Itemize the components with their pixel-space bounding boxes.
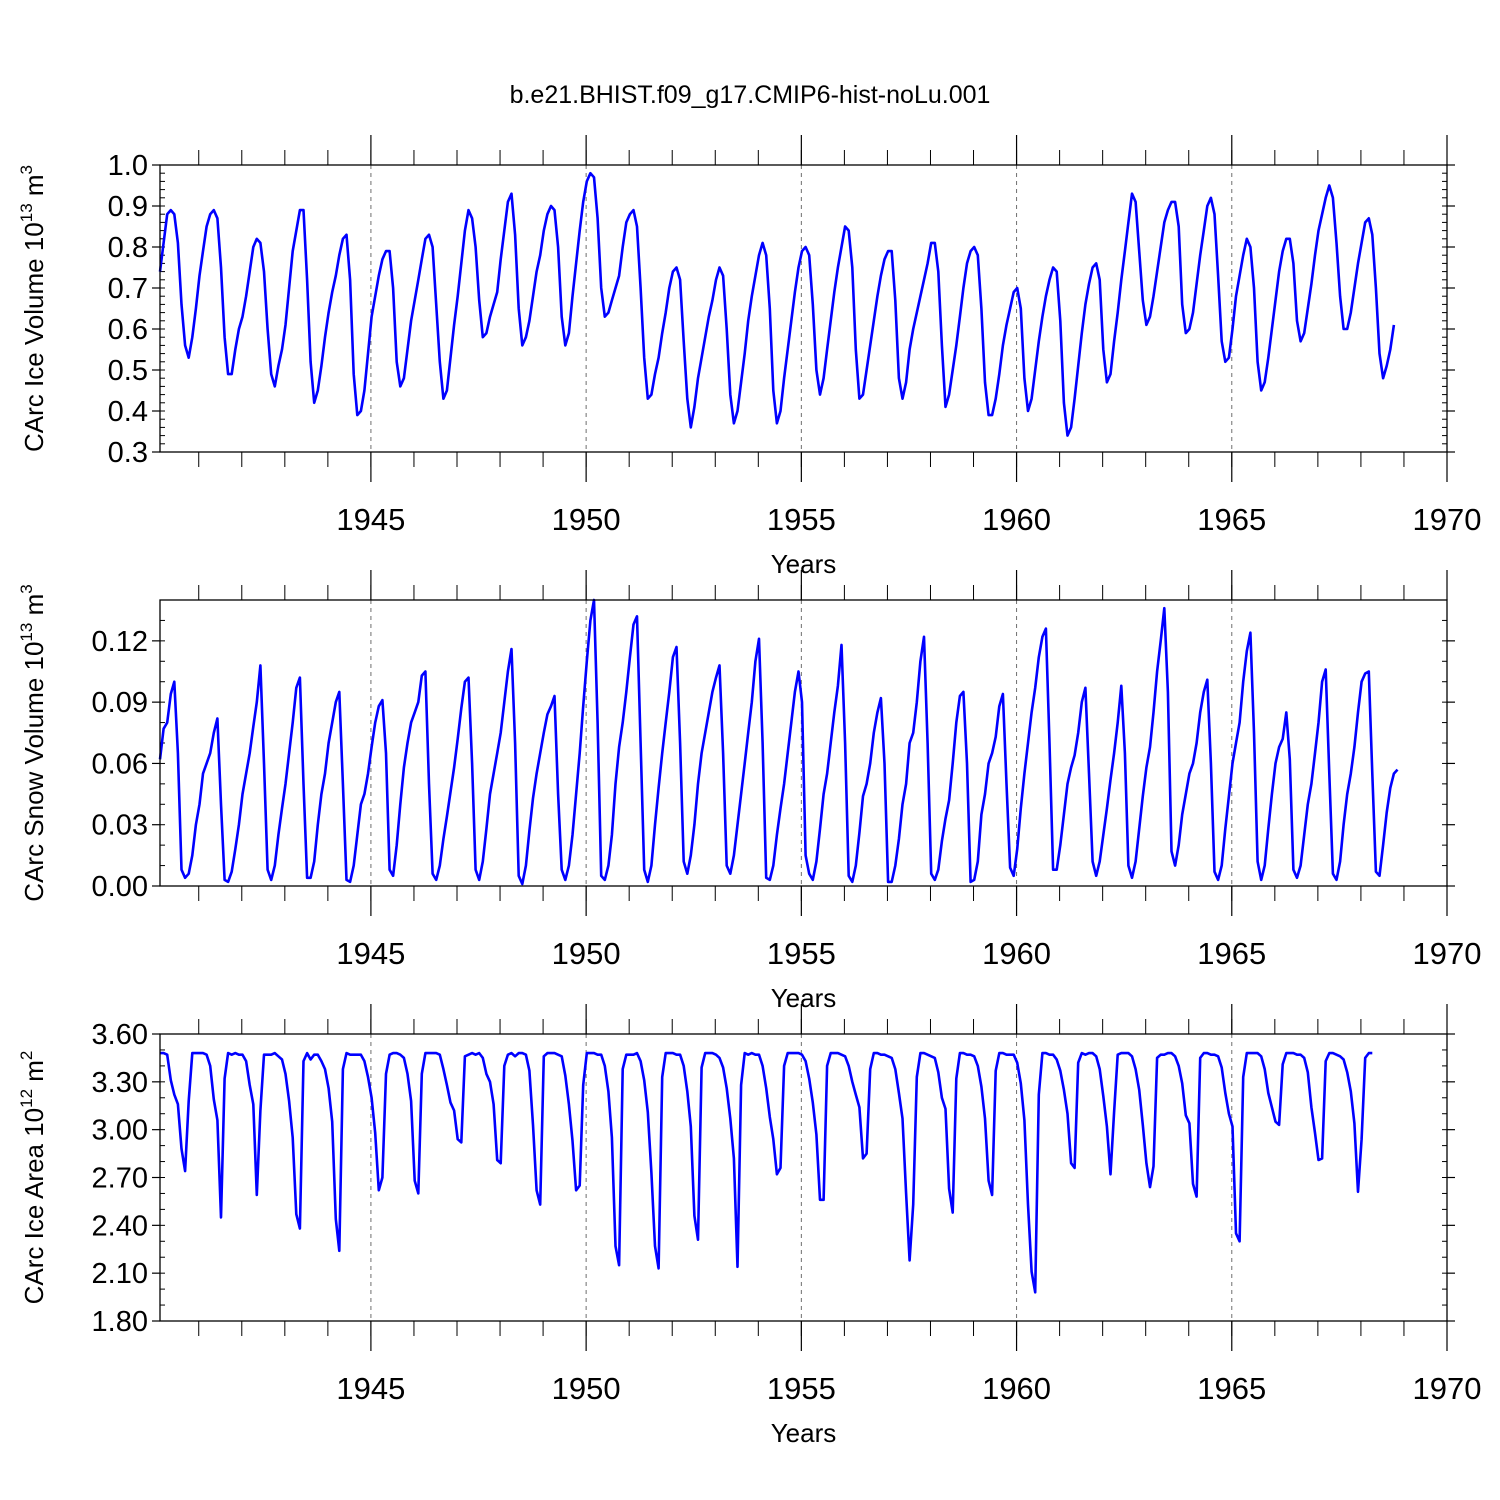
y-axis-title-exponent: 12 [17,1089,36,1108]
y-tick-label: 0.6 [108,314,148,346]
plot-frame [159,1033,1448,1322]
x-axis-title: Years [771,1418,837,1448]
y-axis-title-exponent: 13 [17,623,36,642]
y-axis-title: CArc Ice Area 1012 m2 [17,1051,49,1305]
y-tick-label: 1.0 [108,150,148,182]
y-tick-label: 3.00 [92,1115,148,1147]
x-axis-title: Years [771,549,837,579]
x-tick-label: 1955 [767,502,836,537]
y-axis-title-main: CArc Ice Area 10 [19,1108,49,1305]
y-tick-label: 0.9 [108,191,148,223]
x-tick-label: 1970 [1413,936,1482,971]
y-tick-label: 0.00 [92,871,148,903]
x-tick-label: 1945 [336,1371,405,1406]
plot-frame [159,164,1448,453]
chart-panel-3: 1.80 2.10 2.40 2.70 3.00 3.30 3.60 1945 1950 1955… [17,1004,1481,1448]
y-axis-title-unit-exponent: 2 [17,1051,36,1060]
y-tick-label: 0.4 [108,396,148,428]
y-tick-label: 0.7 [108,273,148,305]
x-tick-label: 1965 [1197,502,1266,537]
series-line-ice-area [160,1051,1373,1294]
y-tick-label: 0.12 [92,626,148,658]
y-tick-label: 3.30 [92,1067,148,1099]
y-tick-label: 0.8 [108,232,148,264]
plot-frame [159,599,1448,887]
x-tick-label: 1960 [982,502,1051,537]
y-axis-title-unit: m [19,594,49,623]
chart-panel-1: 0.3 0.4 0.5 0.6 0.7 0.8 0.9 1.0 1945 1950 1955 1960… [17,135,1481,579]
panels-container: 0.3 0.4 0.5 0.6 0.7 0.8 0.9 1.0 1945 1950 1955 1960… [17,135,1481,1448]
y-tick-label: 2.10 [92,1258,148,1290]
x-tick-label: 1965 [1197,936,1266,971]
y-axis-title: CArc Ice Volume 1013 m3 [17,165,49,452]
y-axis-title-unit-exponent: 3 [17,584,36,593]
x-tick-label: 1955 [767,936,836,971]
y-axis-title: CArc Snow Volume 1013 m3 [17,584,49,901]
y-tick-label: 0.06 [92,748,148,780]
x-tick-label: 1955 [767,1371,836,1406]
y-tick-label: 2.70 [92,1163,148,1195]
x-axis-title: Years [771,983,837,1013]
y-tick-label: 3.60 [92,1019,148,1051]
y-axis-title-main: CArc Ice Volume 10 [19,222,49,452]
y-tick-label: 1.80 [92,1306,148,1338]
y-axis-title-exponent: 13 [17,203,36,222]
chart-panel-2: 0.00 0.03 0.06 0.09 0.12 1945 1950 1955 1960 1965… [17,570,1481,1013]
x-tick-label: 1970 [1413,1371,1482,1406]
y-axis-title-unit-exponent: 3 [17,165,36,174]
series-line-snow-volume [158,598,1399,886]
x-tick-label: 1960 [982,936,1051,971]
y-tick-label: 0.5 [108,355,148,387]
x-tick-label: 1965 [1197,1371,1266,1406]
y-axis-title-main: CArc Snow Volume 10 [19,642,49,902]
y-tick-label: 0.09 [92,687,148,719]
x-tick-label: 1970 [1413,502,1482,537]
x-tick-label: 1950 [552,936,621,971]
x-tick-label: 1950 [552,1371,621,1406]
x-tick-label: 1950 [552,502,621,537]
y-tick-label: 2.40 [92,1210,148,1242]
x-tick-label: 1945 [336,502,405,537]
x-tick-label: 1945 [336,936,405,971]
y-axis-title-unit: m [19,1060,49,1089]
y-tick-label: 0.3 [108,437,148,469]
figure-title: b.e21.BHIST.f09_g17.CMIP6-hist-noLu.001 [510,81,991,109]
y-axis-title-unit: m [19,174,49,203]
series-line-ice-volume [158,171,1396,437]
x-tick-label: 1960 [982,1371,1051,1406]
y-tick-label: 0.03 [92,810,148,842]
